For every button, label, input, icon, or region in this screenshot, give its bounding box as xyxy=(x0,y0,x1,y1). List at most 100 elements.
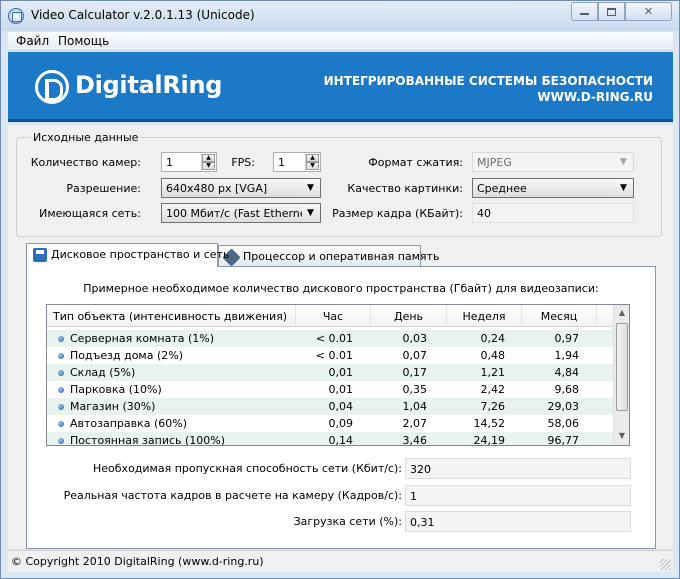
column-header-object-type[interactable]: Тип объекта (интенсивность движения) xyxy=(47,305,296,327)
network-label: Имеющаяся сеть: xyxy=(39,207,141,220)
compression-select[interactable]: MJPEG ▼ xyxy=(472,152,634,172)
fps-stepper[interactable]: 1 ▲ ▼ xyxy=(273,152,321,172)
resize-grip-icon[interactable] xyxy=(660,559,671,570)
resolution-label: Разрешение: xyxy=(66,182,141,195)
tab-label: Дисковое пространство и сеть xyxy=(51,248,230,261)
scrollbar-thumb[interactable] xyxy=(616,323,628,411)
storage-table[interactable]: Тип объекта (интенсивность движения) Час… xyxy=(46,304,630,446)
maximize-icon xyxy=(607,7,616,16)
status-bar: © Copyright 2010 DigitalRing (www.d-ring… xyxy=(8,550,673,572)
bandwidth-field: 320 xyxy=(405,458,631,479)
table-row[interactable]: Постоянная запись (100%) 0,14 3,46 24,19… xyxy=(47,432,613,446)
network-value: 100 Мбит/с (Fast Ethernet) xyxy=(166,207,316,220)
table-header: Тип объекта (интенсивность движения) Час… xyxy=(47,305,613,327)
table-row[interactable]: Склад (5%) 0,01 0,17 1,21 4,84 xyxy=(47,364,613,381)
cell-object-type: Автозаправка (60%) xyxy=(70,417,188,430)
cell-hour: 0,14 xyxy=(328,434,354,446)
table-row[interactable]: Парковка (10%) 0,01 0,35 2,42 9,68 xyxy=(47,381,613,398)
chevron-down-icon: ▼ xyxy=(302,205,319,221)
digitalring-logo-icon xyxy=(35,70,69,104)
panel-caption: Примерное необходимое количество дисково… xyxy=(83,282,599,295)
logo-text: DigitalRing xyxy=(75,71,223,99)
cell-week: 7,26 xyxy=(480,400,506,413)
network-select[interactable]: 100 Мбит/с (Fast Ethernet) ▼ xyxy=(161,203,321,223)
banner-url: WWW.D-RING.RU xyxy=(537,90,653,104)
menu-help[interactable]: Помощь xyxy=(58,34,110,48)
cell-week: 2,42 xyxy=(480,383,506,396)
table-row[interactable]: Магазин (30%) 0,04 1,04 7,26 29,03 xyxy=(47,398,613,415)
column-header-day[interactable]: День xyxy=(371,305,447,327)
bullet-icon xyxy=(58,404,64,410)
cell-month: 29,03 xyxy=(547,400,580,413)
column-header-week[interactable]: Неделя xyxy=(447,305,522,327)
cell-object-type: Серверная комната (1%) xyxy=(70,332,214,345)
chevron-down-icon: ▼ xyxy=(302,180,319,196)
network-load-value: 0,31 xyxy=(410,516,435,529)
spin-up-icon[interactable]: ▲ xyxy=(306,154,319,162)
chevron-down-icon: ▼ xyxy=(615,154,632,170)
column-header-hour[interactable]: Час xyxy=(296,305,371,327)
fps-value: 1 xyxy=(278,156,285,169)
quality-value: Среднее xyxy=(477,182,527,195)
cell-week: 0,24 xyxy=(480,332,506,345)
cell-object-type: Парковка (10%) xyxy=(70,383,162,396)
spin-up-icon[interactable]: ▲ xyxy=(202,154,215,162)
cell-day: 0,07 xyxy=(402,349,428,362)
cell-month: 0,97 xyxy=(554,332,580,345)
frame-size-value: 40 xyxy=(477,207,491,220)
bullet-icon xyxy=(58,353,64,359)
group-legend: Исходные данные xyxy=(31,131,141,144)
frame-size-label: Размер кадра (КБайт): xyxy=(332,207,463,220)
table-row[interactable]: Автозаправка (60%) 0,09 2,07 14,52 58,06 xyxy=(47,415,613,432)
cell-week: 14,52 xyxy=(473,417,506,430)
table-scrollbar[interactable]: ▲ ▼ xyxy=(613,305,629,445)
column-header-month[interactable]: Месяц xyxy=(522,305,597,327)
cell-month: 4,84 xyxy=(554,366,580,379)
spin-down-icon[interactable]: ▼ xyxy=(202,162,215,170)
tab-cpu-memory[interactable]: Процессор и оперативная память xyxy=(218,245,439,267)
bullet-icon xyxy=(58,438,64,444)
cell-month: 9,68 xyxy=(554,383,580,396)
disk-icon xyxy=(33,248,47,262)
cell-hour: 0,01 xyxy=(328,383,354,396)
chevron-down-icon: ▼ xyxy=(615,180,632,196)
table-row[interactable]: Серверная комната (1%) < 0.01 0,03 0,24 … xyxy=(47,330,613,347)
main-content: Исходные данные Количество камер: 1 ▲ ▼ … xyxy=(8,125,673,549)
quality-select[interactable]: Среднее ▼ xyxy=(472,178,634,198)
table-row[interactable]: Подъезд дома (2%) < 0.01 0,07 0,48 1,94 xyxy=(47,347,613,364)
cell-hour: < 0.01 xyxy=(315,332,353,345)
close-button[interactable]: ✕ xyxy=(625,2,672,21)
bullet-icon xyxy=(58,336,64,342)
cell-day: 1,04 xyxy=(402,400,428,413)
menu-bar: Файл Помощь xyxy=(8,32,673,51)
scroll-up-icon[interactable]: ▲ xyxy=(618,308,626,317)
camera-count-value: 1 xyxy=(166,156,173,169)
fps-spin[interactable]: ▲ ▼ xyxy=(305,154,319,170)
network-load-label: Загрузка сети (%): xyxy=(293,515,402,528)
fps-label: FPS: xyxy=(231,156,255,169)
cell-object-type: Магазин (30%) xyxy=(70,400,156,413)
menu-file[interactable]: Файл xyxy=(16,34,50,48)
minimize-icon xyxy=(580,13,589,15)
resolution-select[interactable]: 640x480 px [VGA] ▼ xyxy=(161,178,321,198)
spin-down-icon[interactable]: ▼ xyxy=(306,162,319,170)
cell-object-type: Склад (5%) xyxy=(70,366,136,379)
bullet-icon xyxy=(58,387,64,393)
minimize-button[interactable] xyxy=(571,2,598,21)
scroll-down-icon[interactable]: ▼ xyxy=(618,431,626,440)
camera-count-stepper[interactable]: 1 ▲ ▼ xyxy=(161,152,217,172)
cell-day: 0,03 xyxy=(402,332,428,345)
close-icon: ✕ xyxy=(643,5,654,18)
source-data-group xyxy=(16,137,662,237)
compression-value: MJPEG xyxy=(477,156,512,169)
cell-month: 1,94 xyxy=(554,349,580,362)
tab-disk-network[interactable]: Дисковое пространство и сеть xyxy=(26,243,229,267)
cell-object-type: Подъезд дома (2%) xyxy=(70,349,184,362)
camera-count-spin[interactable]: ▲ ▼ xyxy=(201,154,215,170)
cell-object-type: Постоянная запись (100%) xyxy=(70,434,226,446)
real-fps-label: Реальная частота кадров в расчете на кам… xyxy=(63,489,402,502)
copyright-text: © Copyright 2010 DigitalRing (www.d-ring… xyxy=(11,555,264,568)
maximize-button[interactable] xyxy=(598,2,625,21)
camera-count-label: Количество камер: xyxy=(30,156,141,169)
